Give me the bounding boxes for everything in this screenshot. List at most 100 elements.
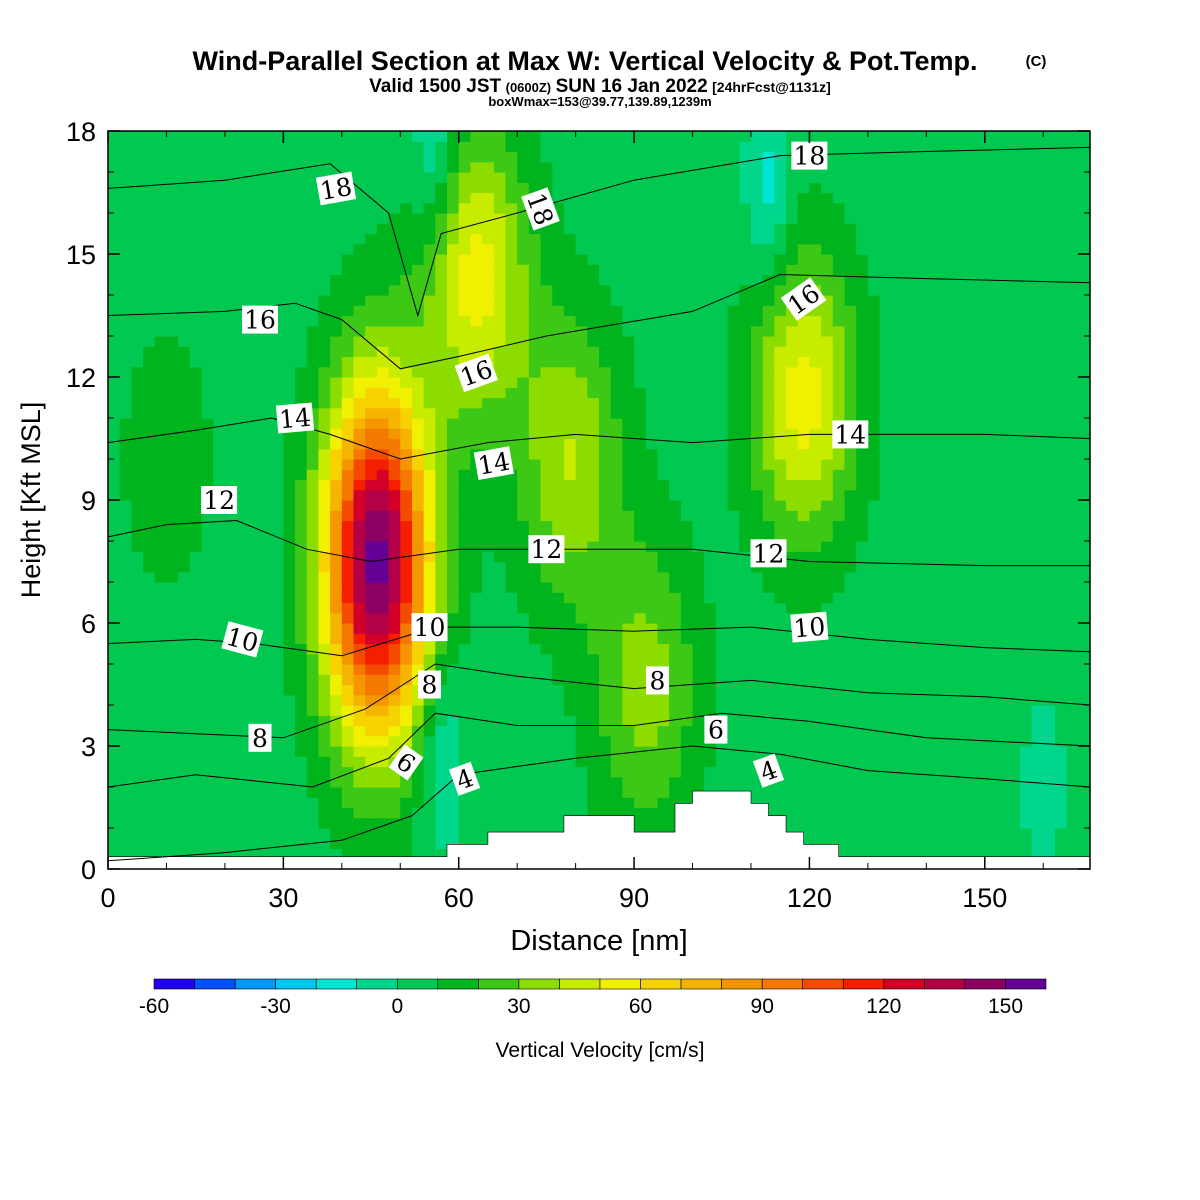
heatmap-cell bbox=[715, 674, 729, 686]
heatmap-cell bbox=[376, 787, 390, 798]
heatmap-cell bbox=[482, 336, 495, 347]
heatmap-cell bbox=[189, 448, 203, 460]
heatmap-cell bbox=[727, 182, 740, 194]
heatmap-cell bbox=[517, 797, 530, 809]
heatmap-cell bbox=[154, 131, 168, 142]
heatmap-cell bbox=[178, 192, 191, 204]
heatmap-cell bbox=[552, 223, 565, 235]
heatmap-cell bbox=[528, 233, 542, 245]
heatmap-cell bbox=[224, 756, 238, 768]
heatmap-cell bbox=[750, 182, 764, 194]
heatmap-cell bbox=[715, 192, 729, 204]
heatmap-cell bbox=[248, 172, 261, 183]
heatmap-cell bbox=[645, 766, 659, 778]
heatmap-cell bbox=[832, 346, 846, 358]
heatmap-cell bbox=[330, 202, 343, 214]
heatmap-cell bbox=[552, 705, 565, 716]
heatmap-cell bbox=[657, 459, 670, 470]
heatmap-cell bbox=[879, 520, 892, 532]
heatmap-cell bbox=[844, 387, 857, 399]
heatmap-cell bbox=[832, 264, 846, 276]
heatmap-cell bbox=[306, 264, 320, 276]
heatmap-cell bbox=[318, 541, 331, 552]
heatmap-cell bbox=[587, 438, 600, 450]
heatmap-cell bbox=[645, 295, 659, 306]
heatmap-cell bbox=[306, 602, 320, 614]
heatmap-cell bbox=[108, 756, 121, 768]
heatmap-cell bbox=[447, 325, 460, 337]
heatmap-cell bbox=[774, 377, 787, 388]
heatmap-cell bbox=[552, 582, 565, 593]
heatmap-cell bbox=[330, 643, 343, 655]
heatmap-cell bbox=[423, 592, 436, 604]
heatmap-cell bbox=[645, 192, 659, 204]
heatmap-cell bbox=[902, 448, 916, 460]
heatmap-cell bbox=[411, 694, 425, 706]
heatmap-cell bbox=[248, 582, 261, 593]
heatmap-cell bbox=[891, 243, 904, 255]
heatmap-cell bbox=[680, 243, 694, 255]
heatmap-cell bbox=[891, 438, 904, 450]
heatmap-cell bbox=[248, 284, 261, 296]
heatmap-cell bbox=[832, 459, 846, 470]
heatmap-cell bbox=[341, 469, 355, 481]
heatmap-cell bbox=[505, 664, 518, 675]
heatmap-cell bbox=[400, 448, 413, 460]
heatmap-cell bbox=[131, 223, 144, 235]
heatmap-cell bbox=[762, 500, 775, 511]
heatmap-cell bbox=[786, 694, 799, 706]
heatmap-cell bbox=[774, 694, 787, 706]
heatmap-cell bbox=[867, 254, 881, 265]
heatmap-cell bbox=[423, 489, 436, 501]
heatmap-cell bbox=[178, 756, 191, 768]
heatmap-cell bbox=[879, 582, 892, 593]
heatmap-cell bbox=[388, 397, 401, 409]
heatmap-cell bbox=[704, 131, 717, 142]
heatmap-cell bbox=[283, 489, 296, 501]
heatmap-cell bbox=[388, 510, 401, 522]
heatmap-cell bbox=[236, 377, 249, 388]
heatmap-cell bbox=[750, 233, 764, 245]
heatmap-cell bbox=[902, 141, 916, 153]
heatmap-cell bbox=[622, 336, 635, 347]
heatmap-cell bbox=[552, 448, 565, 460]
heatmap-cell bbox=[330, 561, 343, 573]
heatmap-cell bbox=[715, 172, 729, 183]
heatmap-cell bbox=[505, 725, 518, 737]
heatmap-cell bbox=[680, 274, 694, 286]
heatmap-cell bbox=[809, 274, 822, 286]
heatmap-cell bbox=[353, 838, 366, 850]
heatmap-cell bbox=[832, 561, 846, 573]
heatmap-cell bbox=[353, 541, 366, 552]
heatmap-cell bbox=[201, 366, 214, 378]
heatmap-cell bbox=[330, 459, 343, 470]
heatmap-cell bbox=[774, 438, 787, 450]
heatmap-cell bbox=[108, 612, 121, 624]
heatmap-cell bbox=[283, 653, 296, 665]
heatmap-cell bbox=[166, 674, 179, 686]
heatmap-cell bbox=[552, 325, 565, 337]
heatmap-cell bbox=[680, 305, 694, 317]
heatmap-cell bbox=[248, 551, 261, 563]
heatmap-cell bbox=[283, 284, 296, 296]
heatmap-cell bbox=[119, 694, 132, 706]
heatmap-cell bbox=[447, 192, 460, 204]
heatmap-cell bbox=[891, 705, 904, 716]
heatmap-cell bbox=[867, 438, 881, 450]
heatmap-cell bbox=[201, 438, 214, 450]
heatmap-cell bbox=[423, 541, 436, 552]
heatmap-cell bbox=[271, 694, 284, 706]
heatmap-cell bbox=[856, 541, 869, 552]
heatmap-cell bbox=[400, 479, 413, 491]
heatmap-cell bbox=[271, 592, 284, 604]
heatmap-cell bbox=[154, 756, 168, 768]
heatmap-cell bbox=[400, 530, 413, 542]
heatmap-cell bbox=[821, 479, 834, 491]
heatmap-cell bbox=[786, 428, 799, 440]
heatmap-cell bbox=[283, 161, 296, 173]
heatmap-cell bbox=[482, 346, 495, 358]
heatmap-cell bbox=[189, 141, 203, 153]
heatmap-cell bbox=[365, 592, 378, 604]
heatmap-cell bbox=[750, 264, 764, 276]
heatmap-cell bbox=[435, 520, 448, 532]
